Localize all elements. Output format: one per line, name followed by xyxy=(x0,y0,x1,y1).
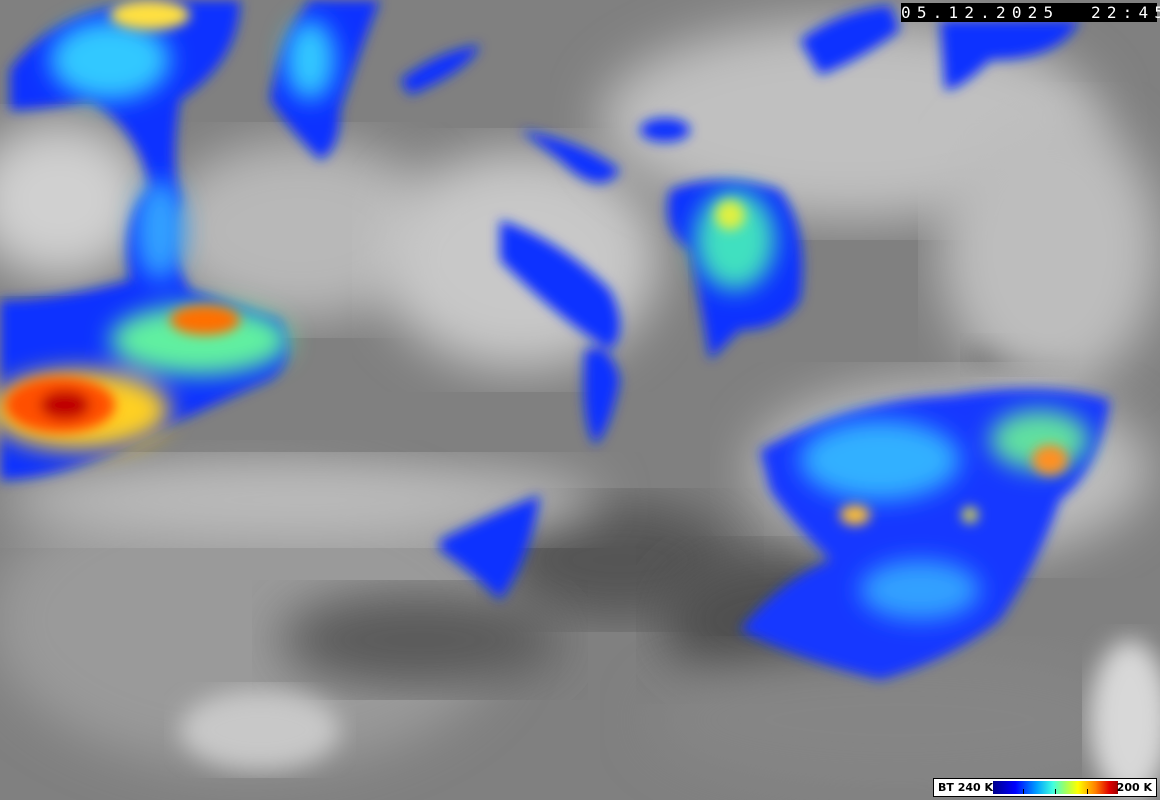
colorbar-tick xyxy=(1023,789,1024,794)
legend-low-label: BT 240 K xyxy=(938,781,994,794)
timestamp-label: 05.12.2025 22:45 xyxy=(901,3,1160,22)
colorbar-legend: BT 240 K 200 K xyxy=(933,778,1157,797)
colorbar-tick xyxy=(1087,789,1088,794)
cold-cloud-tops xyxy=(0,0,1110,680)
colorbar-tick xyxy=(1055,789,1056,794)
colorbar xyxy=(993,781,1118,794)
legend-high-label: 200 K xyxy=(1116,781,1152,794)
